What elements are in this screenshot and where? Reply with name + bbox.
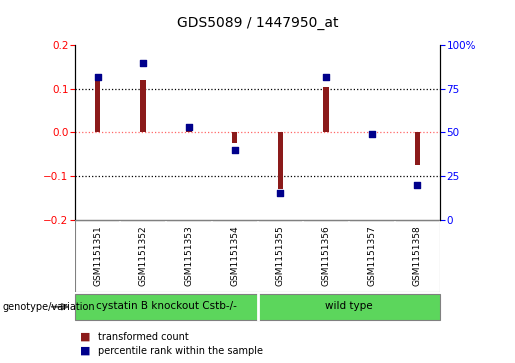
Point — [139, 60, 147, 66]
Text: GSM1151351: GSM1151351 — [93, 225, 102, 286]
Point — [368, 131, 376, 137]
Text: GSM1151357: GSM1151357 — [367, 225, 376, 286]
Text: GSM1151352: GSM1151352 — [139, 225, 148, 286]
Text: genotype/variation: genotype/variation — [3, 302, 95, 312]
Text: ■: ■ — [80, 331, 90, 342]
Bar — [186, 130, 192, 132]
Bar — [232, 132, 237, 143]
Text: GSM1151353: GSM1151353 — [184, 225, 194, 286]
Text: GSM1151358: GSM1151358 — [413, 225, 422, 286]
Point — [322, 74, 330, 79]
Text: transformed count: transformed count — [98, 331, 188, 342]
Text: percentile rank within the sample: percentile rank within the sample — [98, 346, 263, 356]
Bar — [415, 132, 420, 165]
Bar — [75, 294, 258, 320]
Bar — [95, 80, 100, 132]
Bar — [258, 294, 440, 320]
Point — [276, 191, 284, 196]
Text: GSM1151355: GSM1151355 — [276, 225, 285, 286]
Point — [93, 74, 101, 79]
Text: wild type: wild type — [325, 301, 373, 311]
Text: GSM1151356: GSM1151356 — [321, 225, 331, 286]
Bar — [369, 132, 374, 137]
Bar — [141, 80, 146, 132]
Point — [414, 182, 422, 188]
Text: GDS5089 / 1447950_at: GDS5089 / 1447950_at — [177, 16, 338, 30]
Bar — [323, 87, 329, 132]
Point — [185, 125, 193, 130]
Text: GSM1151354: GSM1151354 — [230, 225, 239, 286]
Point — [231, 147, 239, 153]
Bar — [278, 132, 283, 189]
Text: ■: ■ — [80, 346, 90, 356]
Text: cystatin B knockout Cstb-/-: cystatin B knockout Cstb-/- — [96, 301, 236, 311]
